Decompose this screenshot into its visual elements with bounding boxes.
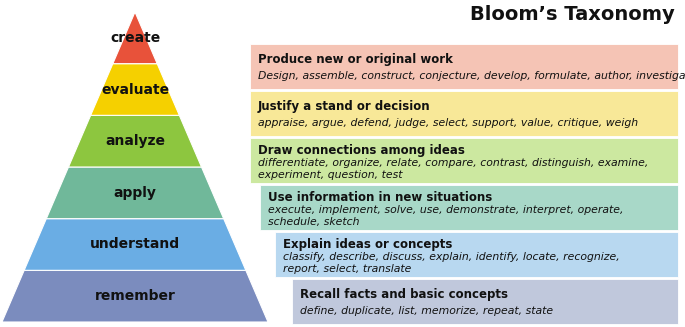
FancyBboxPatch shape <box>292 279 678 324</box>
Text: understand: understand <box>90 237 180 251</box>
Polygon shape <box>68 115 201 167</box>
Polygon shape <box>113 12 157 64</box>
Polygon shape <box>47 167 224 219</box>
Text: analyze: analyze <box>105 134 165 148</box>
Text: Justify a stand or decision: Justify a stand or decision <box>258 100 431 113</box>
Text: Explain ideas or concepts: Explain ideas or concepts <box>283 238 452 251</box>
Polygon shape <box>2 270 268 322</box>
FancyBboxPatch shape <box>250 91 678 136</box>
Polygon shape <box>24 219 246 270</box>
Text: Bloom’s Taxonomy: Bloom’s Taxonomy <box>470 5 675 24</box>
Text: differentiate, organize, relate, compare, contrast, distinguish, examine,
experi: differentiate, organize, relate, compare… <box>258 158 649 180</box>
Text: classify, describe, discuss, explain, identify, locate, recognize,
report, selec: classify, describe, discuss, explain, id… <box>283 252 620 274</box>
Text: Use information in new situations: Use information in new situations <box>268 191 493 204</box>
Text: create: create <box>110 31 160 45</box>
Text: Design, assemble, construct, conjecture, develop, formulate, author, investigate: Design, assemble, construct, conjecture,… <box>258 71 685 81</box>
Text: appraise, argue, defend, judge, select, support, value, critique, weigh: appraise, argue, defend, judge, select, … <box>258 118 638 129</box>
FancyBboxPatch shape <box>275 232 678 277</box>
FancyBboxPatch shape <box>260 185 678 230</box>
Text: Produce new or original work: Produce new or original work <box>258 53 453 66</box>
Text: execute, implement, solve, use, demonstrate, interpret, operate,
schedule, sketc: execute, implement, solve, use, demonstr… <box>268 205 623 227</box>
FancyBboxPatch shape <box>250 138 678 183</box>
Text: remember: remember <box>95 289 175 303</box>
Text: define, duplicate, list, memorize, repeat, state: define, duplicate, list, memorize, repea… <box>300 306 553 317</box>
Text: Recall facts and basic concepts: Recall facts and basic concepts <box>300 288 508 301</box>
Polygon shape <box>90 64 179 115</box>
Text: Draw connections among ideas: Draw connections among ideas <box>258 144 465 157</box>
Text: apply: apply <box>114 186 156 200</box>
Text: evaluate: evaluate <box>101 82 169 96</box>
FancyBboxPatch shape <box>250 44 678 89</box>
